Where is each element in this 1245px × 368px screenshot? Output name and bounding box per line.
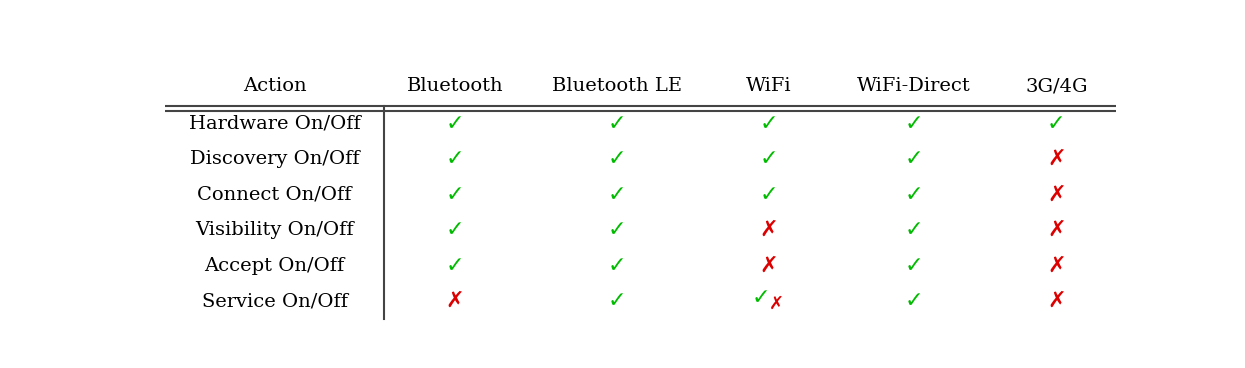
Text: ✗: ✗: [1047, 185, 1066, 205]
Text: Action: Action: [243, 77, 306, 95]
Text: ✓: ✓: [446, 220, 464, 240]
Text: ✗: ✗: [1047, 256, 1066, 276]
Text: ✗: ✗: [1047, 291, 1066, 311]
Text: ✓: ✓: [608, 149, 626, 169]
Text: ✓: ✓: [446, 149, 464, 169]
Text: WiFi: WiFi: [746, 77, 792, 95]
Text: ✓: ✓: [608, 220, 626, 240]
Text: ✓: ✓: [904, 185, 923, 205]
Text: Connect On/Off: Connect On/Off: [197, 186, 352, 204]
Text: ✗: ✗: [446, 291, 464, 311]
Text: ✓: ✓: [608, 291, 626, 311]
Text: Accept On/Off: Accept On/Off: [204, 257, 345, 275]
Text: ✓: ✓: [608, 185, 626, 205]
Text: ✓: ✓: [759, 149, 778, 169]
Text: ✗: ✗: [769, 295, 784, 313]
Text: Service On/Off: Service On/Off: [202, 292, 347, 310]
Text: ✗: ✗: [1047, 149, 1066, 169]
Text: ✓: ✓: [904, 149, 923, 169]
Text: ✓: ✓: [904, 220, 923, 240]
Text: ✓: ✓: [752, 289, 771, 308]
Text: Bluetooth LE: Bluetooth LE: [552, 77, 682, 95]
Text: Visibility On/Off: Visibility On/Off: [195, 221, 354, 239]
Text: ✓: ✓: [759, 114, 778, 134]
Text: ✓: ✓: [446, 256, 464, 276]
Text: ✓: ✓: [904, 256, 923, 276]
Text: ✗: ✗: [759, 256, 778, 276]
Text: ✓: ✓: [446, 185, 464, 205]
Text: ✓: ✓: [608, 256, 626, 276]
Text: ✓: ✓: [759, 185, 778, 205]
Text: ✗: ✗: [759, 220, 778, 240]
Text: 3G/4G: 3G/4G: [1025, 77, 1088, 95]
Text: ✓: ✓: [904, 114, 923, 134]
Text: Discovery On/Off: Discovery On/Off: [189, 150, 360, 168]
Text: ✓: ✓: [608, 114, 626, 134]
Text: ✓: ✓: [446, 114, 464, 134]
Text: ✓: ✓: [904, 291, 923, 311]
Text: ✓: ✓: [1047, 114, 1066, 134]
Text: WiFi-Direct: WiFi-Direct: [857, 77, 971, 95]
Text: Bluetooth: Bluetooth: [407, 77, 503, 95]
Text: Hardware On/Off: Hardware On/Off: [189, 115, 361, 133]
Text: ✗: ✗: [1047, 220, 1066, 240]
